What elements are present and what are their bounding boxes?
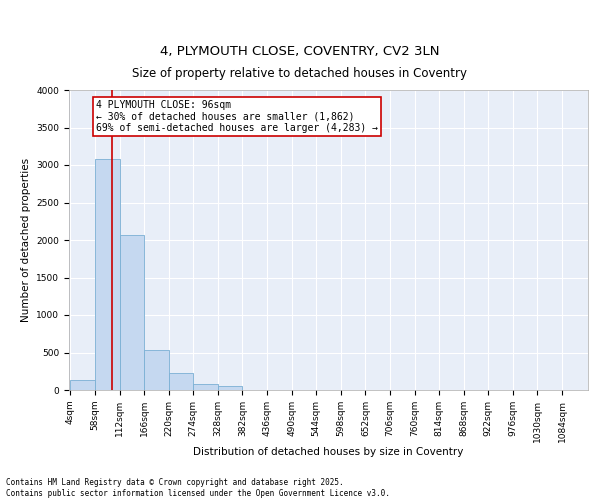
Bar xyxy=(70,380,95,390)
Text: Contains HM Land Registry data © Crown copyright and database right 2025.
Contai: Contains HM Land Registry data © Crown c… xyxy=(6,478,390,498)
Bar xyxy=(144,350,169,390)
Text: 4, PLYMOUTH CLOSE, COVENTRY, CV2 3LN: 4, PLYMOUTH CLOSE, COVENTRY, CV2 3LN xyxy=(160,44,440,58)
Bar xyxy=(218,386,242,390)
Text: Size of property relative to detached houses in Coventry: Size of property relative to detached ho… xyxy=(133,68,467,80)
Text: 4 PLYMOUTH CLOSE: 96sqm
← 30% of detached houses are smaller (1,862)
69% of semi: 4 PLYMOUTH CLOSE: 96sqm ← 30% of detache… xyxy=(96,100,378,133)
Bar xyxy=(169,373,193,390)
Y-axis label: Number of detached properties: Number of detached properties xyxy=(21,158,31,322)
Bar xyxy=(119,235,144,390)
Bar xyxy=(95,159,119,390)
X-axis label: Distribution of detached houses by size in Coventry: Distribution of detached houses by size … xyxy=(193,448,464,458)
Bar xyxy=(193,384,218,390)
